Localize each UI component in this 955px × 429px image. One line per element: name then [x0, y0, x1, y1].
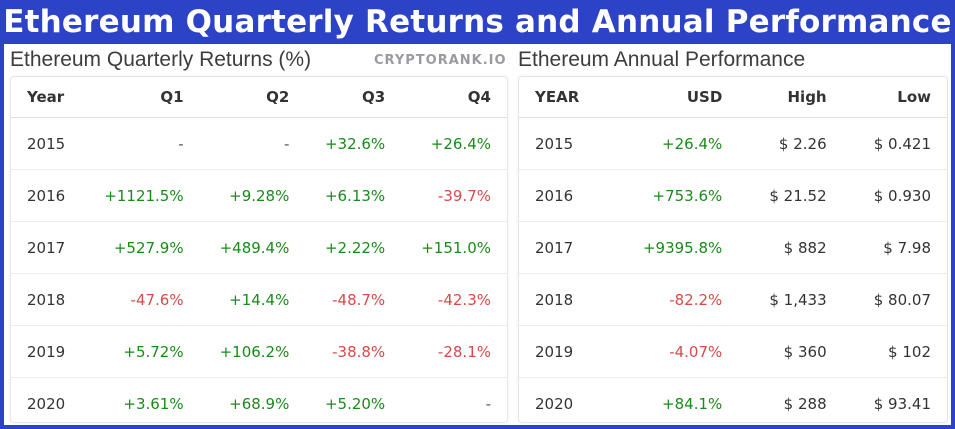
value-cell: -48.7%	[305, 273, 402, 326]
value-cell: -47.6%	[83, 273, 200, 326]
value-cell: $ 0.421	[842, 117, 947, 170]
value-cell: -	[199, 117, 306, 170]
year-cell: 2020	[27, 394, 66, 413]
value-cell: $ 1,433	[738, 273, 843, 326]
value-cell: +9.28%	[199, 169, 306, 222]
table-row: 2019 +5.72% +106.2% -38.8% -28.1%	[11, 325, 507, 378]
value-cell: +489.4%	[199, 221, 306, 274]
table-row: 2016 +1121.5% +9.28% +6.13% -39.7%	[11, 169, 507, 222]
year-cell: 2020	[535, 394, 574, 413]
year-cell: 2017	[11, 221, 84, 274]
value-cell: +106.2%	[199, 325, 306, 378]
value-cell: $ 102	[842, 325, 947, 378]
year-cell: 2015	[11, 117, 84, 170]
value-cell: +1121.5%	[83, 169, 200, 222]
column-header: Q2	[199, 77, 306, 118]
column-header: High	[738, 77, 843, 118]
annual-section-label: Ethereum Annual Performance	[518, 48, 806, 71]
year-cell: 2016	[519, 169, 609, 222]
year-cell: 2018	[519, 273, 609, 326]
year-cell: 2017	[519, 221, 609, 274]
table-row: 2018 -82.2% $ 1,433 $ 80.07	[519, 273, 947, 326]
value-cell: $ 882	[738, 221, 843, 274]
value-cell: -28.1%	[401, 325, 507, 378]
table-row: 2015 +26.4% $ 2.26 $ 0.421	[519, 117, 947, 170]
value-cell: $ 2.26	[738, 117, 843, 170]
table-header-row: YEAR USD High Low	[519, 77, 947, 118]
value-cell: -	[485, 394, 491, 413]
year-cell: 2015	[519, 117, 609, 170]
value-cell: +26.4%	[608, 117, 739, 170]
table-row: 2016 +753.6% $ 21.52 $ 0.930	[519, 169, 947, 222]
table-row: 2020 +3.61% +68.9% +5.20% -	[11, 378, 507, 429]
value-cell: -39.7%	[401, 169, 507, 222]
value-cell: -42.3%	[401, 273, 507, 326]
table-row: 2017 +527.9% +489.4% +2.22% +151.0%	[11, 221, 507, 274]
value-cell: -38.8%	[305, 325, 402, 378]
table-row: 2017 +9395.8% $ 882 $ 7.98	[519, 221, 947, 274]
value-cell: $ 93.41	[873, 394, 931, 413]
value-cell: $ 80.07	[842, 273, 947, 326]
column-header: Q1	[83, 77, 200, 118]
value-cell: $ 0.930	[842, 169, 947, 222]
value-cell: +3.61%	[123, 394, 184, 413]
column-header: Q4	[401, 77, 507, 118]
value-cell: +32.6%	[305, 117, 402, 170]
column-header: Q3	[305, 77, 402, 118]
value-cell: +68.9%	[229, 394, 290, 413]
value-cell: +9395.8%	[608, 221, 739, 274]
quarterly-section-label: Ethereum Quarterly Returns (%)	[10, 48, 312, 71]
column-header: Year	[11, 77, 84, 118]
value-cell: -	[83, 117, 200, 170]
brand-watermark: CRYPTORANK.IO	[374, 53, 507, 68]
value-cell: +527.9%	[83, 221, 200, 274]
year-cell: 2019	[11, 325, 84, 378]
value-cell: $ 7.98	[842, 221, 947, 274]
annual-performance-table: YEAR USD High Low 2015 +26.4% $ 2.26 $ 0.421 20…	[519, 77, 947, 429]
table-row: 2019 -4.07% $ 360 $ 102	[519, 325, 947, 378]
value-cell: +6.13%	[305, 169, 402, 222]
year-cell: 2019	[519, 325, 609, 378]
column-header: Low	[842, 77, 947, 118]
value-cell: -82.2%	[608, 273, 739, 326]
value-cell: +5.20%	[324, 394, 386, 413]
value-cell: +84.1%	[662, 394, 723, 413]
value-cell: -4.07%	[608, 325, 739, 378]
year-cell: 2018	[11, 273, 84, 326]
value-cell: +26.4%	[401, 117, 507, 170]
content-panel: Ethereum Quarterly Returns (%) CRYPTORAN…	[4, 44, 951, 425]
value-cell: $ 21.52	[738, 169, 843, 222]
value-cell: +2.22%	[305, 221, 402, 274]
table-header-row: Year Q1 Q2 Q3 Q4	[11, 77, 507, 118]
year-cell: 2016	[11, 169, 84, 222]
table-row: 2015- - +32.6% +26.4%	[11, 117, 507, 170]
annual-performance-table-card: YEAR USD High Low 2015 +26.4% $ 2.26 $ 0.421 20…	[518, 76, 948, 423]
quarterly-returns-table: Year Q1 Q2 Q3 Q4 2015- - +32.6% +26.4% 2016 +1121…	[11, 77, 507, 429]
table-row: 2020 +84.1% $ 288 $ 93.41	[519, 378, 947, 429]
value-cell: +5.72%	[83, 325, 200, 378]
column-header: USD	[608, 77, 739, 118]
value-cell: +753.6%	[608, 169, 739, 222]
quarterly-returns-table-card: Year Q1 Q2 Q3 Q4 2015- - +32.6% +26.4% 2016 +1121…	[10, 76, 508, 423]
value-cell: +151.0%	[401, 221, 507, 274]
column-header: YEAR	[519, 77, 609, 118]
value-cell: +14.4%	[199, 273, 306, 326]
table-row: 2018 -47.6% +14.4% -48.7% -42.3%	[11, 273, 507, 326]
page-title: Ethereum Quarterly Returns and Annual Pe…	[3, 4, 952, 40]
value-cell: $ 360	[738, 325, 843, 378]
value-cell: $ 288	[783, 394, 827, 413]
